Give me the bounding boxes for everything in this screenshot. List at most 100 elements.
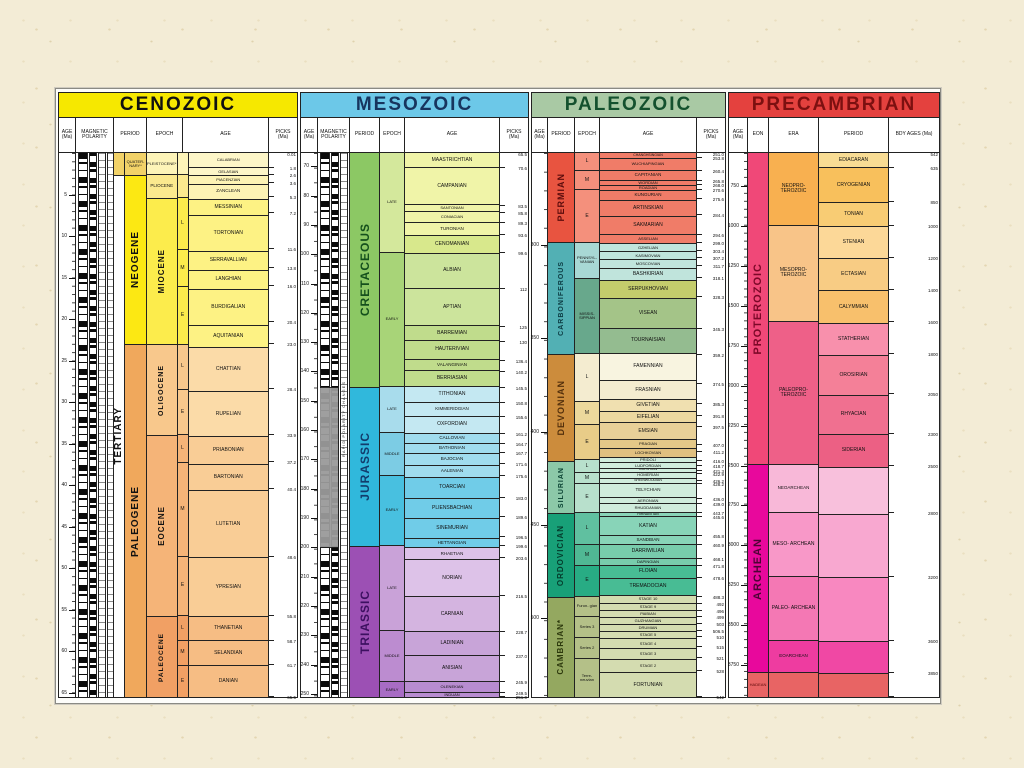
age-label: LOCHKOVIAN [634, 449, 662, 455]
pick-label: 345.3 [712, 327, 724, 333]
age-cell: TOARCIAN [405, 477, 499, 500]
pick-leader-dash [500, 496, 505, 498]
pick-cell: 175.6 [500, 464, 528, 479]
age-cell: BURDIGALIAN [188, 289, 268, 326]
pick-leader-dash [697, 669, 702, 671]
pick-label: 37.2 [287, 459, 296, 465]
epoch-letter-label: L [181, 624, 184, 631]
pick-leader-dash [500, 432, 505, 434]
age-cell: CAPITANIAN [600, 171, 696, 182]
column-header: PERIOD [114, 118, 147, 152]
scale-column: 300 350 400 450 500 [531, 153, 548, 697]
pick-label: 478.6 [712, 576, 724, 582]
pick-label: 850 [930, 200, 938, 206]
period-cell: RHYACIAN [819, 395, 888, 436]
age-cell: HIRNANTIAN [600, 513, 696, 518]
panel-mesozoic: MESOZOIC AGE (Ma) MAGNETIC POLARITY PERIOD E… [300, 92, 529, 700]
pick-cell: 1.8 [269, 153, 297, 171]
pick-leader-dash [500, 442, 505, 444]
age-label: CONIACIAN [440, 214, 464, 220]
age-cell: STAGE 9 [600, 603, 696, 612]
pick-label: 245.9 [515, 680, 527, 686]
pick-top-label: 542 [930, 152, 938, 157]
age-cell: TURONIAN [405, 223, 499, 237]
panel-body: 300 350 400 450 500 PERMIAN CARBONIFEROUS DEVON… [531, 152, 725, 700]
age-cell: DAPINGIAN [600, 558, 696, 567]
pick-leader-dash [500, 681, 505, 683]
pick-leader-dash [269, 433, 274, 435]
pick-cell: 3.6 [269, 175, 297, 186]
pick-leader-dash [269, 343, 274, 345]
epoch-letter-cell: L [177, 435, 188, 464]
pick-label: 136.4 [515, 358, 527, 364]
pick-label: 515 [716, 644, 724, 650]
pick-label: 55.8 [287, 614, 296, 620]
epoch-cell: M [575, 545, 599, 566]
pick-label: 249.5 [515, 690, 527, 696]
column-headers: AGE (Ma) EON ERA PERIOD BDY AGES (Ma) [729, 118, 939, 153]
age-scale-label: 15 [61, 274, 67, 281]
age-label: PRIDOLI [639, 457, 656, 463]
age-label: TREMADOCIAN [629, 583, 667, 590]
age-scale-label: 3000 [727, 542, 739, 549]
epoch-letter-cell: M [177, 463, 188, 557]
pick-label: 58.7 [287, 638, 296, 644]
pick-cell: 61.7 [269, 641, 297, 668]
age-cell: DARRIWILIAN [600, 545, 696, 559]
age-scale-label: 2500 [727, 462, 739, 469]
period-label: CRYOGENIAN [836, 181, 871, 188]
panel-body: 70 80 90 100 110 120 130 140 150 160 170 180 190 200 2… [300, 152, 528, 700]
age-cell: GELASIAN [188, 168, 268, 176]
pick-cell: 303.4 [697, 243, 725, 254]
epoch-label: E [585, 212, 589, 219]
pick-cell: 345.3 [697, 297, 725, 333]
age-scale-label: 140 [300, 368, 309, 375]
period-cell: CALYMMIAN [819, 291, 888, 324]
pick-leader-dash [697, 503, 702, 505]
age-label: ZANCLEAN [216, 188, 241, 194]
age-cell: AERONIAN [600, 497, 696, 505]
period-label: TONIAN [844, 211, 863, 218]
epoch-letter-label: L [181, 363, 184, 370]
column-header: ERA [769, 118, 819, 152]
age-scale-tick [741, 505, 747, 507]
pick-label: 1800 [927, 351, 938, 357]
pick-label: 499 [716, 614, 724, 620]
period-outer-cell [114, 153, 124, 176]
epoch-letter-label: E [180, 311, 185, 318]
age-cell: CALABRIAN [188, 153, 268, 169]
period-label: SILURIAN [557, 466, 565, 508]
era-label: MESOPRO- TEROZOIC [779, 267, 808, 279]
pick-label: 359.2 [712, 353, 724, 359]
pick-label: 506.5 [712, 628, 724, 634]
pick-top-label: 251.0 [712, 152, 724, 157]
era-cell: MESO- ARCHEAN [769, 512, 818, 577]
pick-cell: 33.9 [269, 389, 297, 438]
epoch-letter-cell [177, 175, 188, 199]
period-cell: CRETACEOUS [350, 153, 379, 388]
epoch-label: Terre- neuvian [579, 672, 594, 682]
pick-label: 48.6 [287, 554, 296, 560]
pick-cell [889, 673, 939, 697]
epoch-cell: PALEOCENE [147, 617, 177, 698]
age-scale-tick [69, 568, 75, 570]
period-label: JURASSIC [357, 432, 372, 502]
pick-label: 411.2 [713, 450, 724, 456]
pick-label: 237.0 [515, 653, 527, 659]
pick-label: 5.3 [289, 195, 296, 201]
pick-leader-dash [500, 696, 505, 698]
age-label: KUNGURIAN [634, 192, 662, 198]
age-label: STAGE 4 [639, 640, 657, 646]
pick-cell: 499 [697, 611, 725, 620]
age-scale-tick [741, 226, 747, 228]
age-scale-tick [311, 694, 317, 696]
pick-cell: 130 [500, 327, 528, 345]
epoch-label: L [585, 374, 589, 381]
period-outer-cell: TERTIARY [114, 175, 124, 697]
period-column: CRETACEOUS JURASSIC TRIASSIC [350, 153, 380, 698]
age-cell: ZANCLEAN [188, 184, 268, 200]
pick-label: 488.3 [712, 594, 724, 600]
age-scale-label: 45 [61, 523, 67, 530]
age-cell: TORTONIAN [188, 215, 268, 253]
pick-leader-dash [269, 321, 274, 323]
